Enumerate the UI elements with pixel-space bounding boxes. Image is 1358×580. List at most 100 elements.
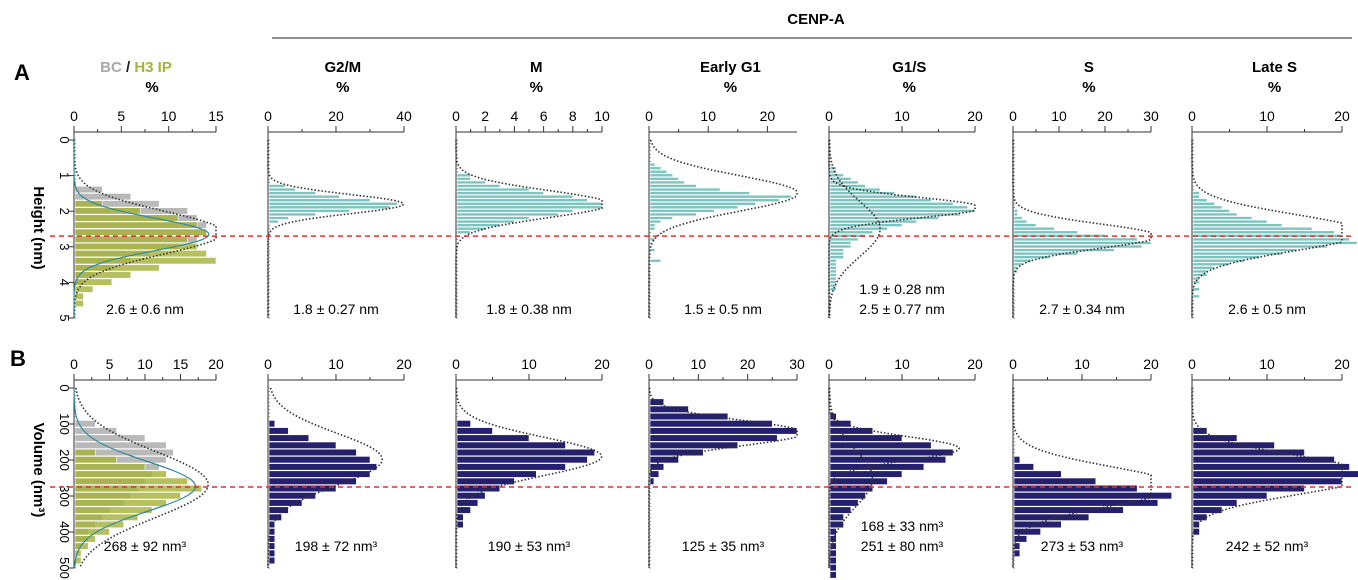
y-tick-label: 500 <box>57 557 72 579</box>
histogram-bar <box>1013 549 1021 557</box>
y-tick-label: 0 <box>57 136 72 143</box>
histogram-bar <box>1192 427 1208 435</box>
histogram-bar <box>649 470 660 478</box>
histogram-bar <box>74 456 117 464</box>
x-tick-label: 5 <box>106 356 114 372</box>
histogram-bar <box>456 177 471 181</box>
histogram-bar <box>649 448 704 457</box>
x-tick-label: 40 <box>396 108 412 124</box>
panel-volume-2: 0 10 20 190 ± 53 nm³ <box>452 356 610 569</box>
histogram-bar <box>456 198 588 203</box>
mean-sd-annotation: 2.6 ± 0.6 nm <box>106 301 184 317</box>
histogram-bar <box>456 212 559 217</box>
x-tick-label: 10 <box>691 356 707 372</box>
histogram-bar <box>456 223 501 227</box>
gaussian-fit-curve <box>455 387 603 568</box>
histogram-bar <box>74 535 96 543</box>
histogram-bar <box>74 542 89 550</box>
histogram-bar <box>829 180 859 185</box>
histogram-bar <box>74 285 94 293</box>
histogram-bar <box>829 241 852 245</box>
histogram-bar <box>456 226 486 231</box>
x-tick-label: 20 <box>740 356 756 372</box>
histogram-bar <box>649 166 662 170</box>
panel-volume-6: 0 10 20 242 ± 52 nm³ <box>1188 356 1358 569</box>
histogram-bar <box>268 194 340 199</box>
histogram-bar <box>1192 212 1238 217</box>
histogram-bar <box>1192 470 1358 478</box>
histogram-bar <box>649 219 662 224</box>
histogram-bar <box>456 205 603 210</box>
panel-height-6: Late S% 0 10 20 2.6 ± 0.5 nm <box>1188 59 1358 319</box>
histogram-bar <box>1013 513 1090 521</box>
x-tick-label: 0 <box>264 356 272 372</box>
histogram-bar <box>74 235 188 243</box>
histogram-bar <box>1192 294 1200 299</box>
histogram-bar <box>829 283 837 288</box>
gaussian-fit-curve <box>648 139 798 318</box>
histogram-bar <box>456 506 471 514</box>
histogram-bar <box>829 219 917 224</box>
histogram-bar <box>74 228 207 236</box>
histogram-bar <box>829 184 866 188</box>
y-tick-label: 200 <box>57 449 72 471</box>
panel-height-1: G2/M% 0 20 40 1.8 ± 0.27 nm <box>264 59 412 319</box>
histogram-bar <box>1013 216 1023 220</box>
histogram-bar <box>1013 542 1021 550</box>
x-tick-label: 0 <box>70 108 78 124</box>
x-tick-label: 4 <box>511 108 519 124</box>
histogram-bar <box>829 191 895 195</box>
histogram-bar <box>1192 198 1208 203</box>
histogram-bar <box>829 528 837 536</box>
histogram-bar <box>74 271 132 279</box>
gaussian-fit-curve <box>828 140 976 318</box>
histogram-bar <box>268 427 289 435</box>
histogram-bar <box>1192 434 1238 442</box>
histogram-bar <box>649 223 656 227</box>
gaussian-fit-curve <box>1191 140 1343 318</box>
row-a-y-label: Height (nm) <box>30 186 47 269</box>
histogram-bar <box>829 456 947 464</box>
histogram-bar <box>1192 244 1328 249</box>
histogram-bar <box>1013 212 1018 217</box>
histogram-bar <box>1192 456 1335 464</box>
panel-title: G2/M <box>324 59 361 76</box>
x-tick-label: 0 <box>452 108 460 124</box>
panel-volume-5: 0 10 20 273 ± 53 nm³ <box>1009 356 1172 569</box>
histogram-bar <box>649 202 756 206</box>
histogram-bar <box>1192 463 1350 471</box>
histogram-bar <box>649 441 739 449</box>
histogram-bar <box>268 191 316 195</box>
histogram-bar <box>829 463 925 471</box>
histogram-bar <box>829 513 844 521</box>
histogram-bar <box>456 180 486 185</box>
histogram-bar <box>1013 223 1037 227</box>
x-tick-label: 20 <box>1334 108 1350 124</box>
histogram-bar <box>829 177 852 181</box>
histogram-bar <box>1013 248 1115 252</box>
histogram-bar <box>829 556 837 565</box>
histogram-bar <box>649 209 715 213</box>
histogram-bar <box>829 420 852 428</box>
gaussian-fit-curve <box>1191 388 1343 568</box>
histogram-bar <box>829 205 968 210</box>
histogram-bar <box>268 434 310 442</box>
gaussian-fit-curve <box>455 140 603 318</box>
histogram-bar <box>74 463 146 471</box>
mean-sd-annotation: 242 ± 52 nm³ <box>1226 538 1309 554</box>
histogram-bar <box>74 484 203 493</box>
x-tick-label: 10 <box>1074 356 1090 372</box>
histogram-bar <box>649 187 721 192</box>
x-unit-label: % <box>530 79 543 96</box>
histogram-bar <box>74 214 179 222</box>
x-tick-label: 0 <box>1009 108 1017 124</box>
histogram-bar <box>649 405 689 413</box>
histogram-bar <box>268 202 398 206</box>
histogram-bar <box>456 216 530 220</box>
histogram-bar <box>456 499 479 507</box>
row-b-y-label: Volume (nm³) <box>30 423 47 518</box>
histogram-bar <box>1013 237 1138 242</box>
histogram-bar <box>268 205 391 210</box>
mean-sd-annotation: 125 ± 35 nm³ <box>682 538 765 554</box>
histogram-bar <box>1013 535 1028 543</box>
